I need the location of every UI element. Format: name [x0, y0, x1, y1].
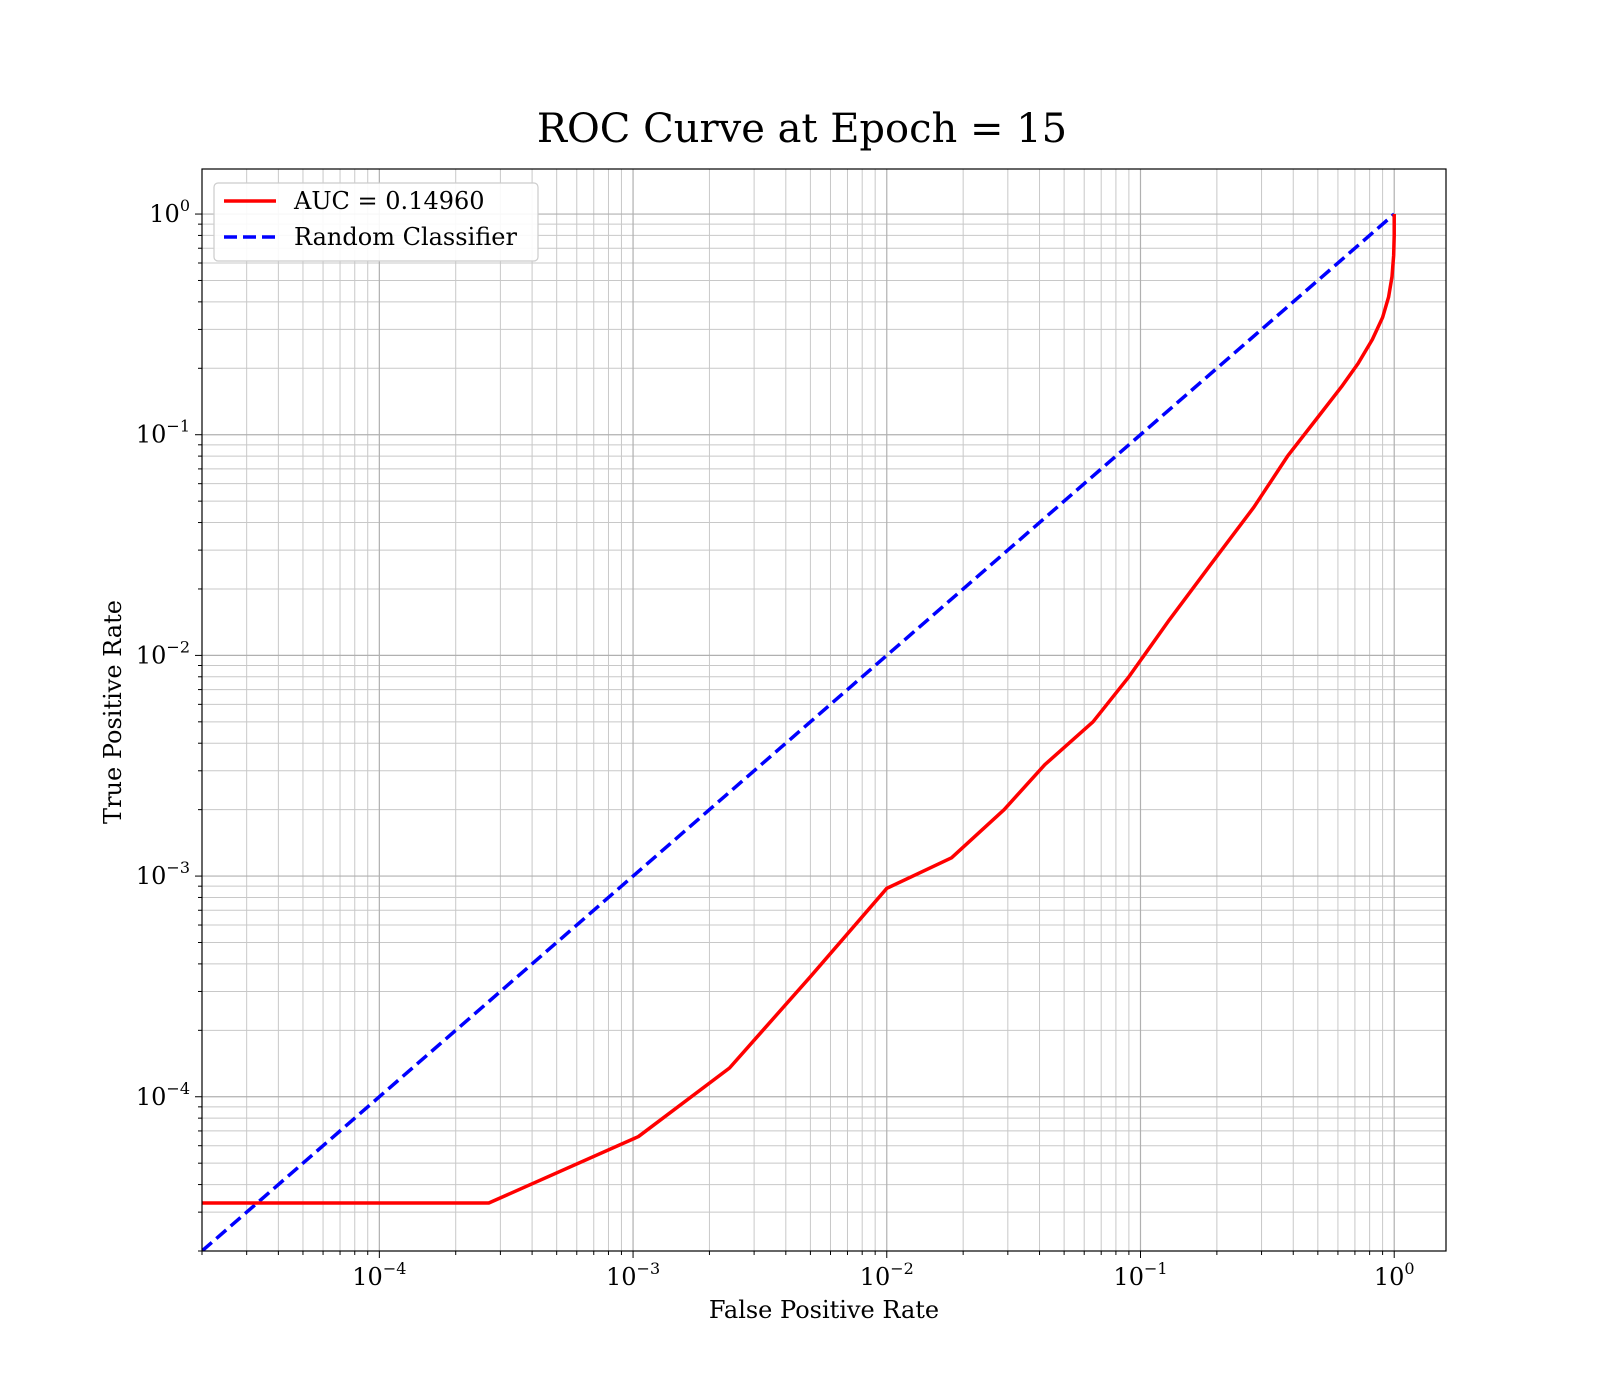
y-tick-label: 100 — [149, 196, 190, 228]
roc-curve-line — [202, 214, 1396, 1205]
x-tick-labels: 10−4 10−3 10−2 10−1 100 — [352, 1259, 1414, 1291]
legend-box — [213, 182, 539, 262]
legend: AUC = 0.14960 Random Classifier — [213, 182, 539, 262]
legend-label-auc: AUC = 0.14960 — [293, 187, 485, 215]
major-gridlines — [202, 169, 1446, 1251]
y-axis-label: True Positive Rate — [99, 600, 127, 824]
legend-label-random: Random Classifier — [294, 223, 517, 251]
plot-area — [195, 168, 1447, 1258]
plot-frame — [201, 168, 1447, 1252]
y-tick-label: 10−1 — [136, 417, 190, 449]
random-classifier-line — [202, 212, 1396, 1251]
x-tick-label: 10−2 — [860, 1259, 914, 1291]
x-tick-label: 10−4 — [352, 1259, 406, 1291]
x-tick-label: 10−3 — [606, 1259, 660, 1291]
x-tick-label: 100 — [1374, 1259, 1415, 1291]
axis-ticks — [195, 213, 1395, 1258]
x-tick-label: 10−1 — [1113, 1259, 1167, 1291]
y-tick-label: 10−3 — [136, 858, 190, 890]
y-tick-label: 10−4 — [136, 1079, 190, 1111]
y-tick-label: 10−2 — [136, 637, 190, 669]
minor-gridlines — [201, 169, 1446, 1252]
y-tick-labels: 10−4 10−3 10−2 10−1 100 — [136, 196, 190, 1111]
series-layer — [202, 212, 1396, 1251]
chart-title: ROC Curve at Epoch = 15 — [537, 106, 1067, 152]
x-axis-label: False Positive Rate — [709, 1296, 939, 1324]
